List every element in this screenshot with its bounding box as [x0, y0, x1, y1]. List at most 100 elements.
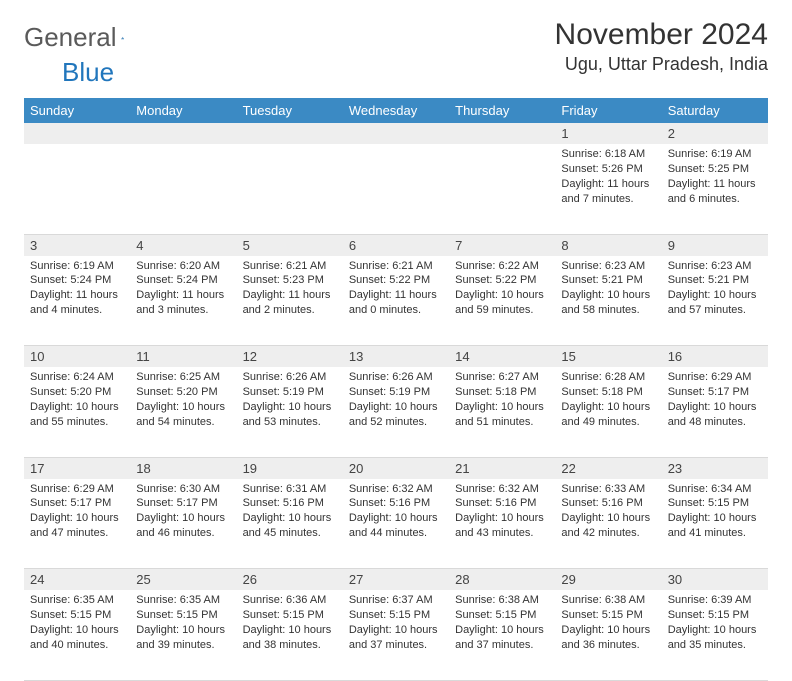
day-number: 23 — [662, 457, 768, 479]
sunrise-text: Sunrise: 6:24 AM — [30, 370, 124, 385]
day2-text: and 37 minutes. — [455, 638, 549, 653]
sunset-text: Sunset: 5:17 PM — [668, 385, 762, 400]
sunrise-text: Sunrise: 6:25 AM — [136, 370, 230, 385]
day1-text: Daylight: 10 hours — [561, 288, 655, 303]
brand-part1: General — [24, 22, 117, 53]
day-cell: Sunrise: 6:26 AMSunset: 5:19 PMDaylight:… — [237, 367, 343, 457]
day2-text: and 59 minutes. — [455, 303, 549, 318]
day-cell: Sunrise: 6:22 AMSunset: 5:22 PMDaylight:… — [449, 256, 555, 346]
day1-text: Daylight: 11 hours — [136, 288, 230, 303]
sunset-text: Sunset: 5:25 PM — [668, 162, 762, 177]
sunset-text: Sunset: 5:24 PM — [30, 273, 124, 288]
sunset-text: Sunset: 5:21 PM — [668, 273, 762, 288]
sunrise-text: Sunrise: 6:37 AM — [349, 593, 443, 608]
day2-text: and 38 minutes. — [243, 638, 337, 653]
day-number: 20 — [343, 457, 449, 479]
day-content-row: Sunrise: 6:18 AMSunset: 5:26 PMDaylight:… — [24, 144, 768, 234]
day1-text: Daylight: 10 hours — [136, 400, 230, 415]
sunset-text: Sunset: 5:19 PM — [349, 385, 443, 400]
sunrise-text: Sunrise: 6:35 AM — [30, 593, 124, 608]
day2-text: and 45 minutes. — [243, 526, 337, 541]
brand-part2: Blue — [62, 57, 114, 88]
day-number — [237, 123, 343, 144]
sunset-text: Sunset: 5:19 PM — [243, 385, 337, 400]
day2-text: and 53 minutes. — [243, 415, 337, 430]
day1-text: Daylight: 11 hours — [243, 288, 337, 303]
sunset-text: Sunset: 5:22 PM — [455, 273, 549, 288]
sunrise-text: Sunrise: 6:26 AM — [243, 370, 337, 385]
day2-text: and 51 minutes. — [455, 415, 549, 430]
day2-text: and 0 minutes. — [349, 303, 443, 318]
day1-text: Daylight: 10 hours — [668, 511, 762, 526]
day-cell: Sunrise: 6:33 AMSunset: 5:16 PMDaylight:… — [555, 479, 661, 569]
sunset-text: Sunset: 5:18 PM — [561, 385, 655, 400]
day1-text: Daylight: 11 hours — [668, 177, 762, 192]
day2-text: and 43 minutes. — [455, 526, 549, 541]
day-number: 19 — [237, 457, 343, 479]
day1-text: Daylight: 10 hours — [668, 623, 762, 638]
weekday-header: Sunday — [24, 98, 130, 123]
sunrise-text: Sunrise: 6:29 AM — [30, 482, 124, 497]
day-number — [449, 123, 555, 144]
day-cell: Sunrise: 6:21 AMSunset: 5:22 PMDaylight:… — [343, 256, 449, 346]
day-number: 17 — [24, 457, 130, 479]
day2-text: and 42 minutes. — [561, 526, 655, 541]
day2-text: and 47 minutes. — [30, 526, 124, 541]
sunrise-text: Sunrise: 6:21 AM — [243, 259, 337, 274]
day-number: 28 — [449, 569, 555, 591]
sunrise-text: Sunrise: 6:39 AM — [668, 593, 762, 608]
day-cell: Sunrise: 6:37 AMSunset: 5:15 PMDaylight:… — [343, 590, 449, 680]
month-title: November 2024 — [555, 18, 768, 52]
day1-text: Daylight: 10 hours — [455, 400, 549, 415]
day-cell: Sunrise: 6:21 AMSunset: 5:23 PMDaylight:… — [237, 256, 343, 346]
day-cell: Sunrise: 6:36 AMSunset: 5:15 PMDaylight:… — [237, 590, 343, 680]
day2-text: and 52 minutes. — [349, 415, 443, 430]
day-cell: Sunrise: 6:26 AMSunset: 5:19 PMDaylight:… — [343, 367, 449, 457]
sunset-text: Sunset: 5:16 PM — [561, 496, 655, 511]
sunrise-text: Sunrise: 6:33 AM — [561, 482, 655, 497]
day-cell: Sunrise: 6:24 AMSunset: 5:20 PMDaylight:… — [24, 367, 130, 457]
calendar-table: Sunday Monday Tuesday Wednesday Thursday… — [24, 98, 768, 681]
day-content-row: Sunrise: 6:35 AMSunset: 5:15 PMDaylight:… — [24, 590, 768, 680]
day-number: 4 — [130, 234, 236, 256]
sunrise-text: Sunrise: 6:21 AM — [349, 259, 443, 274]
day1-text: Daylight: 10 hours — [455, 623, 549, 638]
day-number: 6 — [343, 234, 449, 256]
day-number: 13 — [343, 346, 449, 368]
sunset-text: Sunset: 5:15 PM — [668, 608, 762, 623]
day1-text: Daylight: 10 hours — [243, 623, 337, 638]
day1-text: Daylight: 11 hours — [349, 288, 443, 303]
day1-text: Daylight: 10 hours — [349, 400, 443, 415]
sunrise-text: Sunrise: 6:23 AM — [668, 259, 762, 274]
weekday-header: Friday — [555, 98, 661, 123]
weekday-header: Saturday — [662, 98, 768, 123]
day-number: 3 — [24, 234, 130, 256]
sunrise-text: Sunrise: 6:36 AM — [243, 593, 337, 608]
day-cell: Sunrise: 6:35 AMSunset: 5:15 PMDaylight:… — [130, 590, 236, 680]
day-cell: Sunrise: 6:18 AMSunset: 5:26 PMDaylight:… — [555, 144, 661, 234]
day-number: 12 — [237, 346, 343, 368]
weekday-header: Thursday — [449, 98, 555, 123]
day-number-row: 10111213141516 — [24, 346, 768, 368]
day-cell — [237, 144, 343, 234]
day1-text: Daylight: 10 hours — [30, 400, 124, 415]
day2-text: and 41 minutes. — [668, 526, 762, 541]
sunrise-text: Sunrise: 6:38 AM — [455, 593, 549, 608]
day1-text: Daylight: 10 hours — [668, 288, 762, 303]
day-cell: Sunrise: 6:23 AMSunset: 5:21 PMDaylight:… — [555, 256, 661, 346]
sunset-text: Sunset: 5:15 PM — [243, 608, 337, 623]
sunset-text: Sunset: 5:20 PM — [136, 385, 230, 400]
location-subtitle: Ugu, Uttar Pradesh, India — [555, 54, 768, 75]
day-cell — [130, 144, 236, 234]
day2-text: and 54 minutes. — [136, 415, 230, 430]
day-number: 21 — [449, 457, 555, 479]
day-content-row: Sunrise: 6:29 AMSunset: 5:17 PMDaylight:… — [24, 479, 768, 569]
sunrise-text: Sunrise: 6:31 AM — [243, 482, 337, 497]
day-number-row: 3456789 — [24, 234, 768, 256]
sunset-text: Sunset: 5:23 PM — [243, 273, 337, 288]
sunrise-text: Sunrise: 6:28 AM — [561, 370, 655, 385]
sunrise-text: Sunrise: 6:30 AM — [136, 482, 230, 497]
day1-text: Daylight: 10 hours — [561, 623, 655, 638]
day-cell: Sunrise: 6:30 AMSunset: 5:17 PMDaylight:… — [130, 479, 236, 569]
day2-text: and 58 minutes. — [561, 303, 655, 318]
